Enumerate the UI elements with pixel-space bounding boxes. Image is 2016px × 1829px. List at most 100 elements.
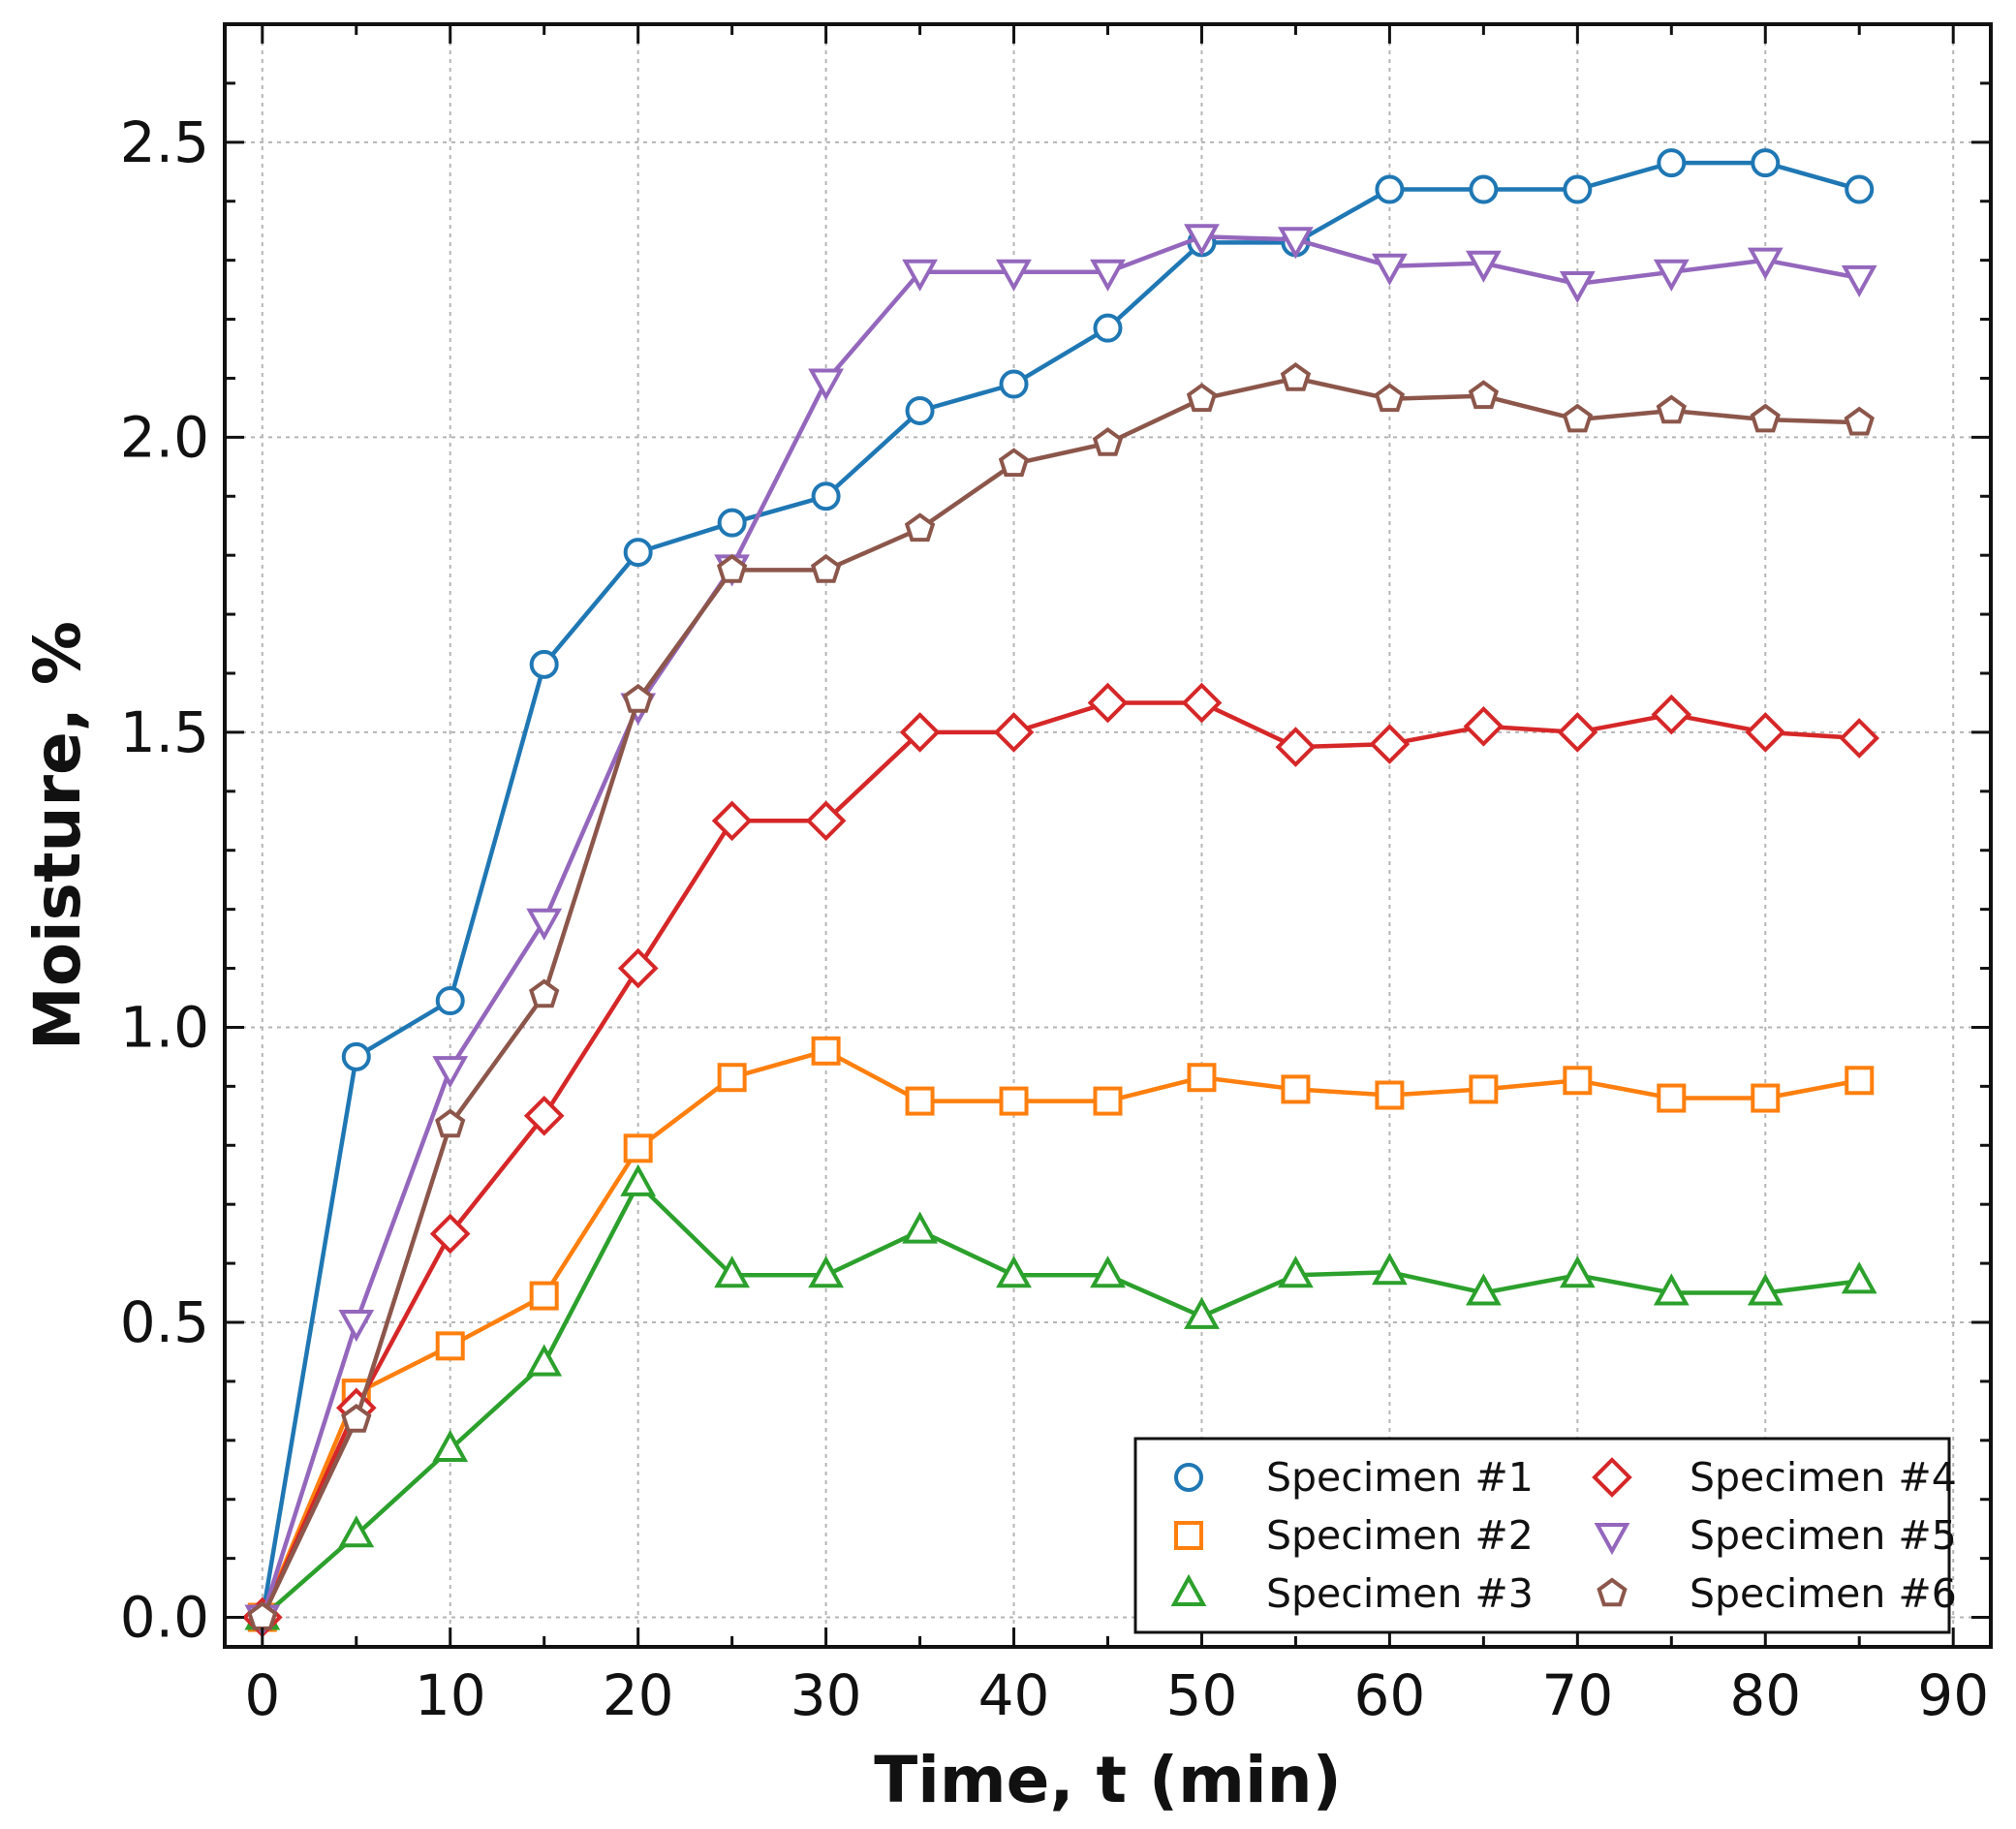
- data-point-specimen-4: [429, 1213, 471, 1255]
- data-point-specimen-2: [1469, 1074, 1499, 1104]
- data-point-specimen-5: [1559, 271, 1596, 304]
- series-line-specimen-6: [260, 376, 1860, 1619]
- data-point-specimen-4: [1275, 727, 1317, 767]
- x-tick-label: 40: [978, 1662, 1050, 1728]
- y-tick-label: 0.5: [120, 1289, 209, 1355]
- data-point-specimen-6: [998, 448, 1030, 478]
- data-point-specimen-2: [435, 1331, 465, 1361]
- data-point-specimen-6: [1844, 406, 1875, 436]
- data-point-specimen-6: [435, 1108, 466, 1138]
- legend-label: Specimen #4: [1690, 1454, 1957, 1501]
- data-point-specimen-1: [1845, 174, 1875, 204]
- data-point-specimen-4: [1181, 682, 1223, 724]
- legend: Specimen #1 Specimen #2 Specimen #3 Specime…: [1133, 1437, 1957, 1634]
- data-point-specimen-2: [623, 1133, 653, 1163]
- data-point-specimen-4: [523, 1095, 565, 1136]
- data-point-specimen-3: [1184, 1296, 1220, 1329]
- data-point-specimen-6: [1468, 380, 1500, 410]
- data-point-specimen-3: [620, 1163, 657, 1196]
- legend-item-specimen-3: Specimen #3: [1170, 1570, 1534, 1617]
- series-specimen-6: [247, 362, 1875, 1630]
- data-point-specimen-3: [1372, 1253, 1408, 1286]
- x-tick-label: 90: [1917, 1662, 1989, 1728]
- data-point-specimen-4: [1463, 705, 1504, 747]
- data-point-specimen-1: [1563, 174, 1593, 204]
- data-point-specimen-2: [905, 1086, 935, 1116]
- data-point-specimen-5: [1466, 250, 1502, 283]
- x-axis-title: Time, t (min): [874, 1743, 1341, 1817]
- legend-label: Specimen #3: [1266, 1570, 1534, 1617]
- data-point-specimen-1: [1469, 174, 1499, 204]
- legend-marker-specimen-6: [1597, 1577, 1628, 1607]
- data-point-specimen-5: [432, 1056, 469, 1089]
- data-point-specimen-3: [808, 1256, 844, 1288]
- data-point-specimen-2: [529, 1281, 559, 1311]
- data-point-specimen-6: [1656, 394, 1687, 424]
- series-line-specimen-2: [260, 1048, 1860, 1619]
- data-point-specimen-6: [529, 978, 560, 1008]
- x-axis-tick-labels: 0 10 20 30 40 50 60 70 80 90: [244, 1662, 1989, 1728]
- legend-marker-specimen-4: [1592, 1457, 1632, 1498]
- data-point-specimen-3: [526, 1344, 563, 1377]
- data-point-specimen-5: [1841, 264, 1877, 298]
- data-point-specimen-1: [1657, 148, 1687, 178]
- data-point-specimen-3: [1559, 1256, 1596, 1288]
- legend-marker-specimen-3: [1170, 1573, 1207, 1606]
- data-point-specimen-5: [338, 1310, 375, 1343]
- x-tick-label: 70: [1541, 1662, 1613, 1728]
- data-point-specimen-5: [1747, 247, 1783, 280]
- data-point-specimen-2: [1281, 1074, 1311, 1104]
- legend-marker-specimen-2: [1174, 1521, 1203, 1550]
- data-point-specimen-6: [1092, 427, 1124, 456]
- y-axis-title: Moisture, %: [20, 621, 95, 1050]
- series-line-specimen-3: [261, 1181, 1860, 1620]
- legend-item-specimen-2: Specimen #2: [1174, 1512, 1534, 1559]
- data-point-specimen-6: [622, 683, 654, 713]
- legend-label: Specimen #2: [1266, 1512, 1534, 1559]
- data-point-specimen-2: [1093, 1086, 1123, 1116]
- data-point-specimen-6: [810, 553, 842, 583]
- legend-label: Specimen #6: [1690, 1570, 1957, 1617]
- data-point-specimen-5: [526, 908, 563, 941]
- data-point-specimen-3: [1841, 1261, 1877, 1294]
- y-tick-label: 1.5: [120, 699, 209, 765]
- data-point-specimen-4: [1839, 718, 1880, 759]
- data-point-specimen-1: [905, 395, 935, 425]
- data-point-specimen-4: [1557, 712, 1598, 753]
- data-point-specimen-1: [623, 538, 653, 568]
- data-point-specimen-3: [1090, 1256, 1126, 1288]
- data-point-specimen-6: [1374, 383, 1406, 413]
- data-point-specimen-4: [1651, 694, 1692, 735]
- y-axis-tick-labels: 0.0 0.5 1.0 1.5 2.0 2.5: [120, 109, 209, 1651]
- data-point-specimen-3: [1466, 1273, 1502, 1306]
- data-point-specimen-1: [1093, 313, 1123, 343]
- data-point-specimen-2: [1657, 1083, 1687, 1113]
- data-point-specimen-2: [1563, 1066, 1593, 1096]
- data-point-specimen-3: [902, 1211, 938, 1244]
- data-point-specimen-6: [904, 512, 936, 542]
- series-specimen-4: [241, 682, 1880, 1638]
- x-tick-label: 60: [1353, 1662, 1425, 1728]
- legend-label: Specimen #1: [1266, 1454, 1534, 1501]
- data-point-specimen-3: [1278, 1256, 1314, 1288]
- data-point-specimen-5: [1372, 253, 1408, 286]
- legend-item-specimen-6: Specimen #6: [1597, 1570, 1957, 1617]
- data-point-specimen-2: [1187, 1063, 1217, 1093]
- data-point-specimen-3: [1747, 1273, 1783, 1306]
- data-point-specimen-5: [1278, 227, 1314, 260]
- data-point-specimen-4: [1087, 682, 1129, 724]
- data-point-specimen-5: [996, 259, 1032, 292]
- data-point-specimen-2: [717, 1063, 747, 1093]
- legend-label: Specimen #5: [1690, 1512, 1957, 1559]
- data-point-specimen-2: [999, 1086, 1029, 1116]
- x-tick-label: 80: [1729, 1662, 1801, 1728]
- x-tick-label: 10: [415, 1662, 486, 1728]
- y-tick-label: 1.0: [120, 994, 209, 1060]
- data-point-specimen-5: [902, 259, 938, 292]
- data-point-specimen-6: [1750, 403, 1781, 433]
- legend-box: [1133, 1437, 1951, 1634]
- data-point-specimen-4: [711, 800, 753, 842]
- data-point-specimen-6: [341, 1404, 372, 1433]
- data-point-specimen-1: [529, 649, 559, 679]
